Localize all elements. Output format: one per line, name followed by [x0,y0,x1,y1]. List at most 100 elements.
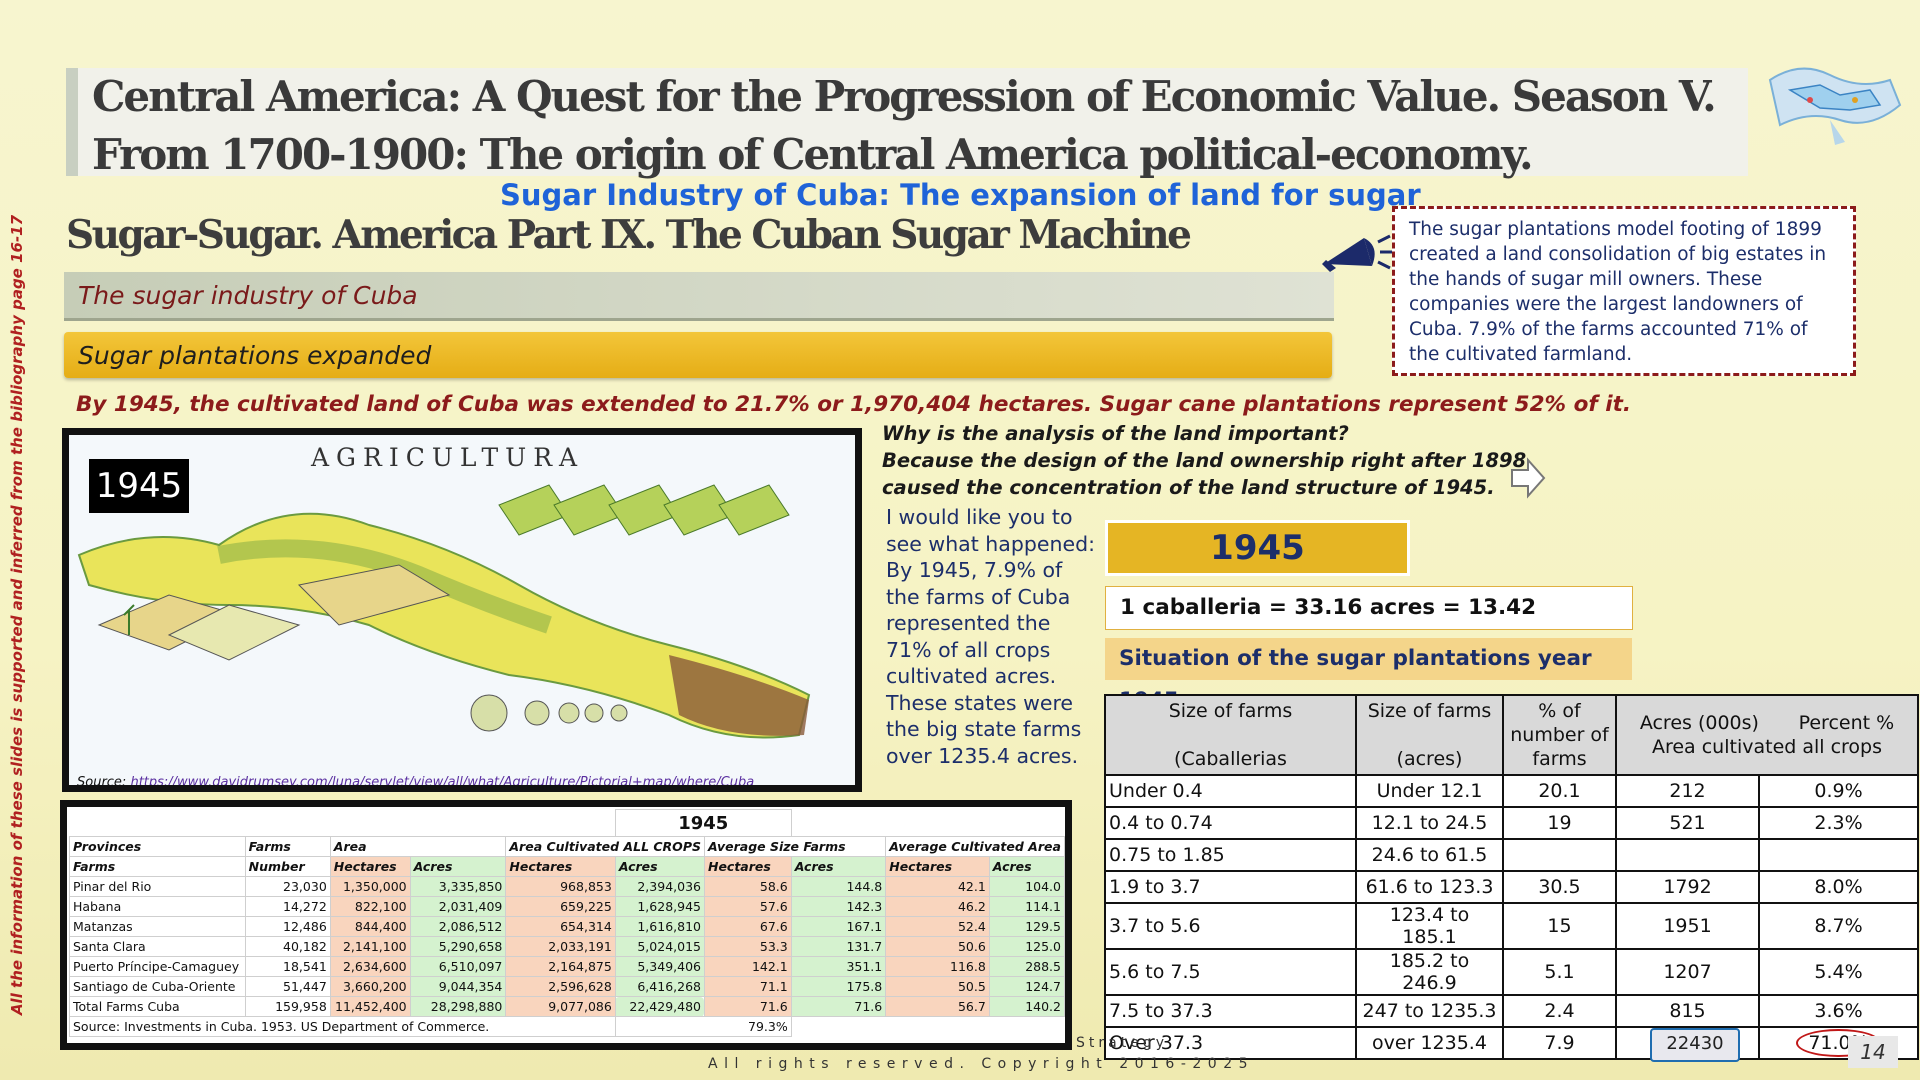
table-cell: 50.5 [885,976,990,997]
table-row: 3.7 to 5.6 123.4 to 185.1 15 1951 8.7% [1104,902,1919,950]
sub-header: Acres [614,856,705,877]
table-cell: 40,182 [244,936,331,957]
table-cell: 5,024,015 [614,936,705,957]
table-cell [1615,838,1760,872]
table-cell-text: 2,596,628 [548,979,612,994]
table-cell-text: 116.8 [950,959,986,974]
table-cell: 659,225 [505,896,616,917]
table-row: 5.6 to 7.5 185.2 to 246.9 5.1 1207 5.4% [1104,948,1919,996]
table-cell: 104.0 [988,876,1066,897]
table-cell: 2,141,100 [329,936,411,957]
table-cell-text: 50.5 [957,979,986,994]
table-cell-text: 185.2 to 246.9 [1389,950,1470,994]
header-percent-label: Percent % [1798,712,1895,734]
title-line-1: Central America: A Quest for the Progres… [92,72,1717,121]
side-note: All the information of these slides is s… [2,215,32,1015]
table-cell-text: 140.2 [1025,999,1061,1014]
table-cell: 521 [1615,806,1760,840]
provinces-year-row: 1945 [70,809,1065,837]
table-cell: 212 [1615,774,1760,808]
header-size-acres: Size of farms (acres) [1355,694,1504,776]
table-cell-text: Total Farms Cuba [73,999,180,1014]
table-row: 1.9 to 3.7 61.6 to 123.3 30.5 1792 8.0% [1104,870,1919,904]
table-cell-text: 5.1 [1544,961,1575,983]
table-cell-text: 23,030 [283,879,327,894]
table-cell: 124.7 [988,976,1066,997]
table-cell-text: 247 to 1235.3 [1362,1000,1497,1022]
table-cell: 6,416,268 [614,976,705,997]
table-cell-text: 167.1 [846,919,883,934]
table-cell: Puerto Príncipe-Camaguey [69,956,246,977]
table-cell-text: 815 [1669,1000,1706,1022]
table-cell-text: 125.0 [1025,939,1061,954]
table-cell-text: 0.4 to 0.74 [1109,812,1213,834]
megaphone-icon [1322,234,1394,272]
question-line-1: Why is the analysis of the land importan… [882,422,1349,445]
table-cell-text: 46.2 [957,899,986,914]
table-row: Matanzas 12,486 844,400 2,086,512 654,314 1,6… [69,916,1066,937]
table-cell [1502,838,1617,872]
sub-header: Acres [988,856,1066,877]
table-cell-text: 2,033,191 [548,939,612,954]
header-acres-label: Acres (000s) [1639,712,1759,734]
table-cell: 20.1 [1502,774,1617,808]
table-cell: 5.1 [1502,948,1617,996]
table-cell: 71.1 [703,976,792,997]
table-cell: 815 [1615,994,1760,1028]
header-size-caballerias: Size of farms (Caballerias [1104,694,1357,776]
table-cell: 1,628,945 [614,896,705,917]
table-cell: 58.6 [703,876,792,897]
group-header: Area [329,836,507,857]
table-row: Santa Clara 40,182 2,141,100 5,290,658 2,033… [69,936,1066,957]
table-cell: 2,634,600 [329,956,411,977]
part-title: Sugar-Sugar. America Part IX. The Cuban … [66,212,1192,258]
table-cell: 123.4 to 185.1 [1355,902,1504,950]
acres-total: 22430 [1650,1028,1740,1062]
table-cell: 3,660,200 [329,976,411,997]
table-cell: 11,452,400 [329,996,411,1017]
table-cell-text: 288.5 [1025,959,1061,974]
table-cell-text: 9,077,086 [548,999,612,1014]
table-cell-text: 71.1 [759,979,788,994]
table-cell-text: 12.1 to 24.5 [1371,812,1488,834]
table-cell-text: 5,290,658 [438,939,503,954]
section-bar-label: The sugar industry of Cuba [78,281,418,310]
headline: By 1945, the cultivated land of Cuba was… [76,392,1632,417]
table-cell: 0.4 to 0.74 [1104,806,1357,840]
footer-copyright: All rights reserved. Copyright 2016-2025 [708,1056,1255,1072]
table-cell-text: 822,100 [354,899,407,914]
agriculture-map: 1945 AGRICULTURA Source: https://www.dav… [62,428,862,792]
header-acres: Acres (000s) Percent % Area cultivated a… [1615,694,1919,776]
table-cell-text: 2,031,409 [438,899,503,914]
table-cell: 53.3 [703,936,792,957]
sub-header: Acres [409,856,507,877]
table-cell-text: 3.6% [1814,1000,1863,1022]
table-cell [1758,838,1919,872]
table-cell-text: Matanzas [73,919,133,934]
table-cell-text: 14,272 [283,899,327,914]
table-cell-text: Puerto Príncipe-Camaguey [73,959,240,974]
table-cell-text: 20.1 [1538,780,1581,802]
table-cell-text: 12,486 [283,919,327,934]
farms-size-table: Size of farms (Caballerias Size of farms… [1104,694,1919,1060]
table-cell: 30.5 [1502,870,1617,904]
table-cell: 2,031,409 [409,896,507,917]
table-cell: 2,164,875 [505,956,616,977]
map-year-label: 1945 [89,459,189,513]
sub-header: Farms [69,856,246,877]
table-cell: 142.3 [790,896,887,917]
table-cell: 2,394,036 [614,876,705,897]
table-cell: 1792 [1615,870,1760,904]
table-row: Puerto Príncipe-Camaguey 18,541 2,634,600 6… [69,956,1066,977]
table-cell-text: 968,853 [560,879,612,894]
table-row: Total Farms Cuba 159,958 11,452,400 28,298,… [69,996,1066,1017]
table-cell-text: 2,164,875 [548,959,612,974]
table-cell-text: 5.4% [1814,961,1863,983]
table-cell: 57.6 [703,896,792,917]
table-cell: 24.6 to 61.5 [1355,838,1504,872]
title-line-2: From 1700-1900: The origin of Central Am… [92,130,1534,179]
table-cell: Pinar del Rio [69,876,246,897]
table-cell: 28,298,880 [409,996,507,1017]
map-source-link[interactable]: https://www.davidrumsey.com/luna/servlet… [130,775,755,790]
table-cell-text: 123.4 to 185.1 [1389,904,1470,948]
